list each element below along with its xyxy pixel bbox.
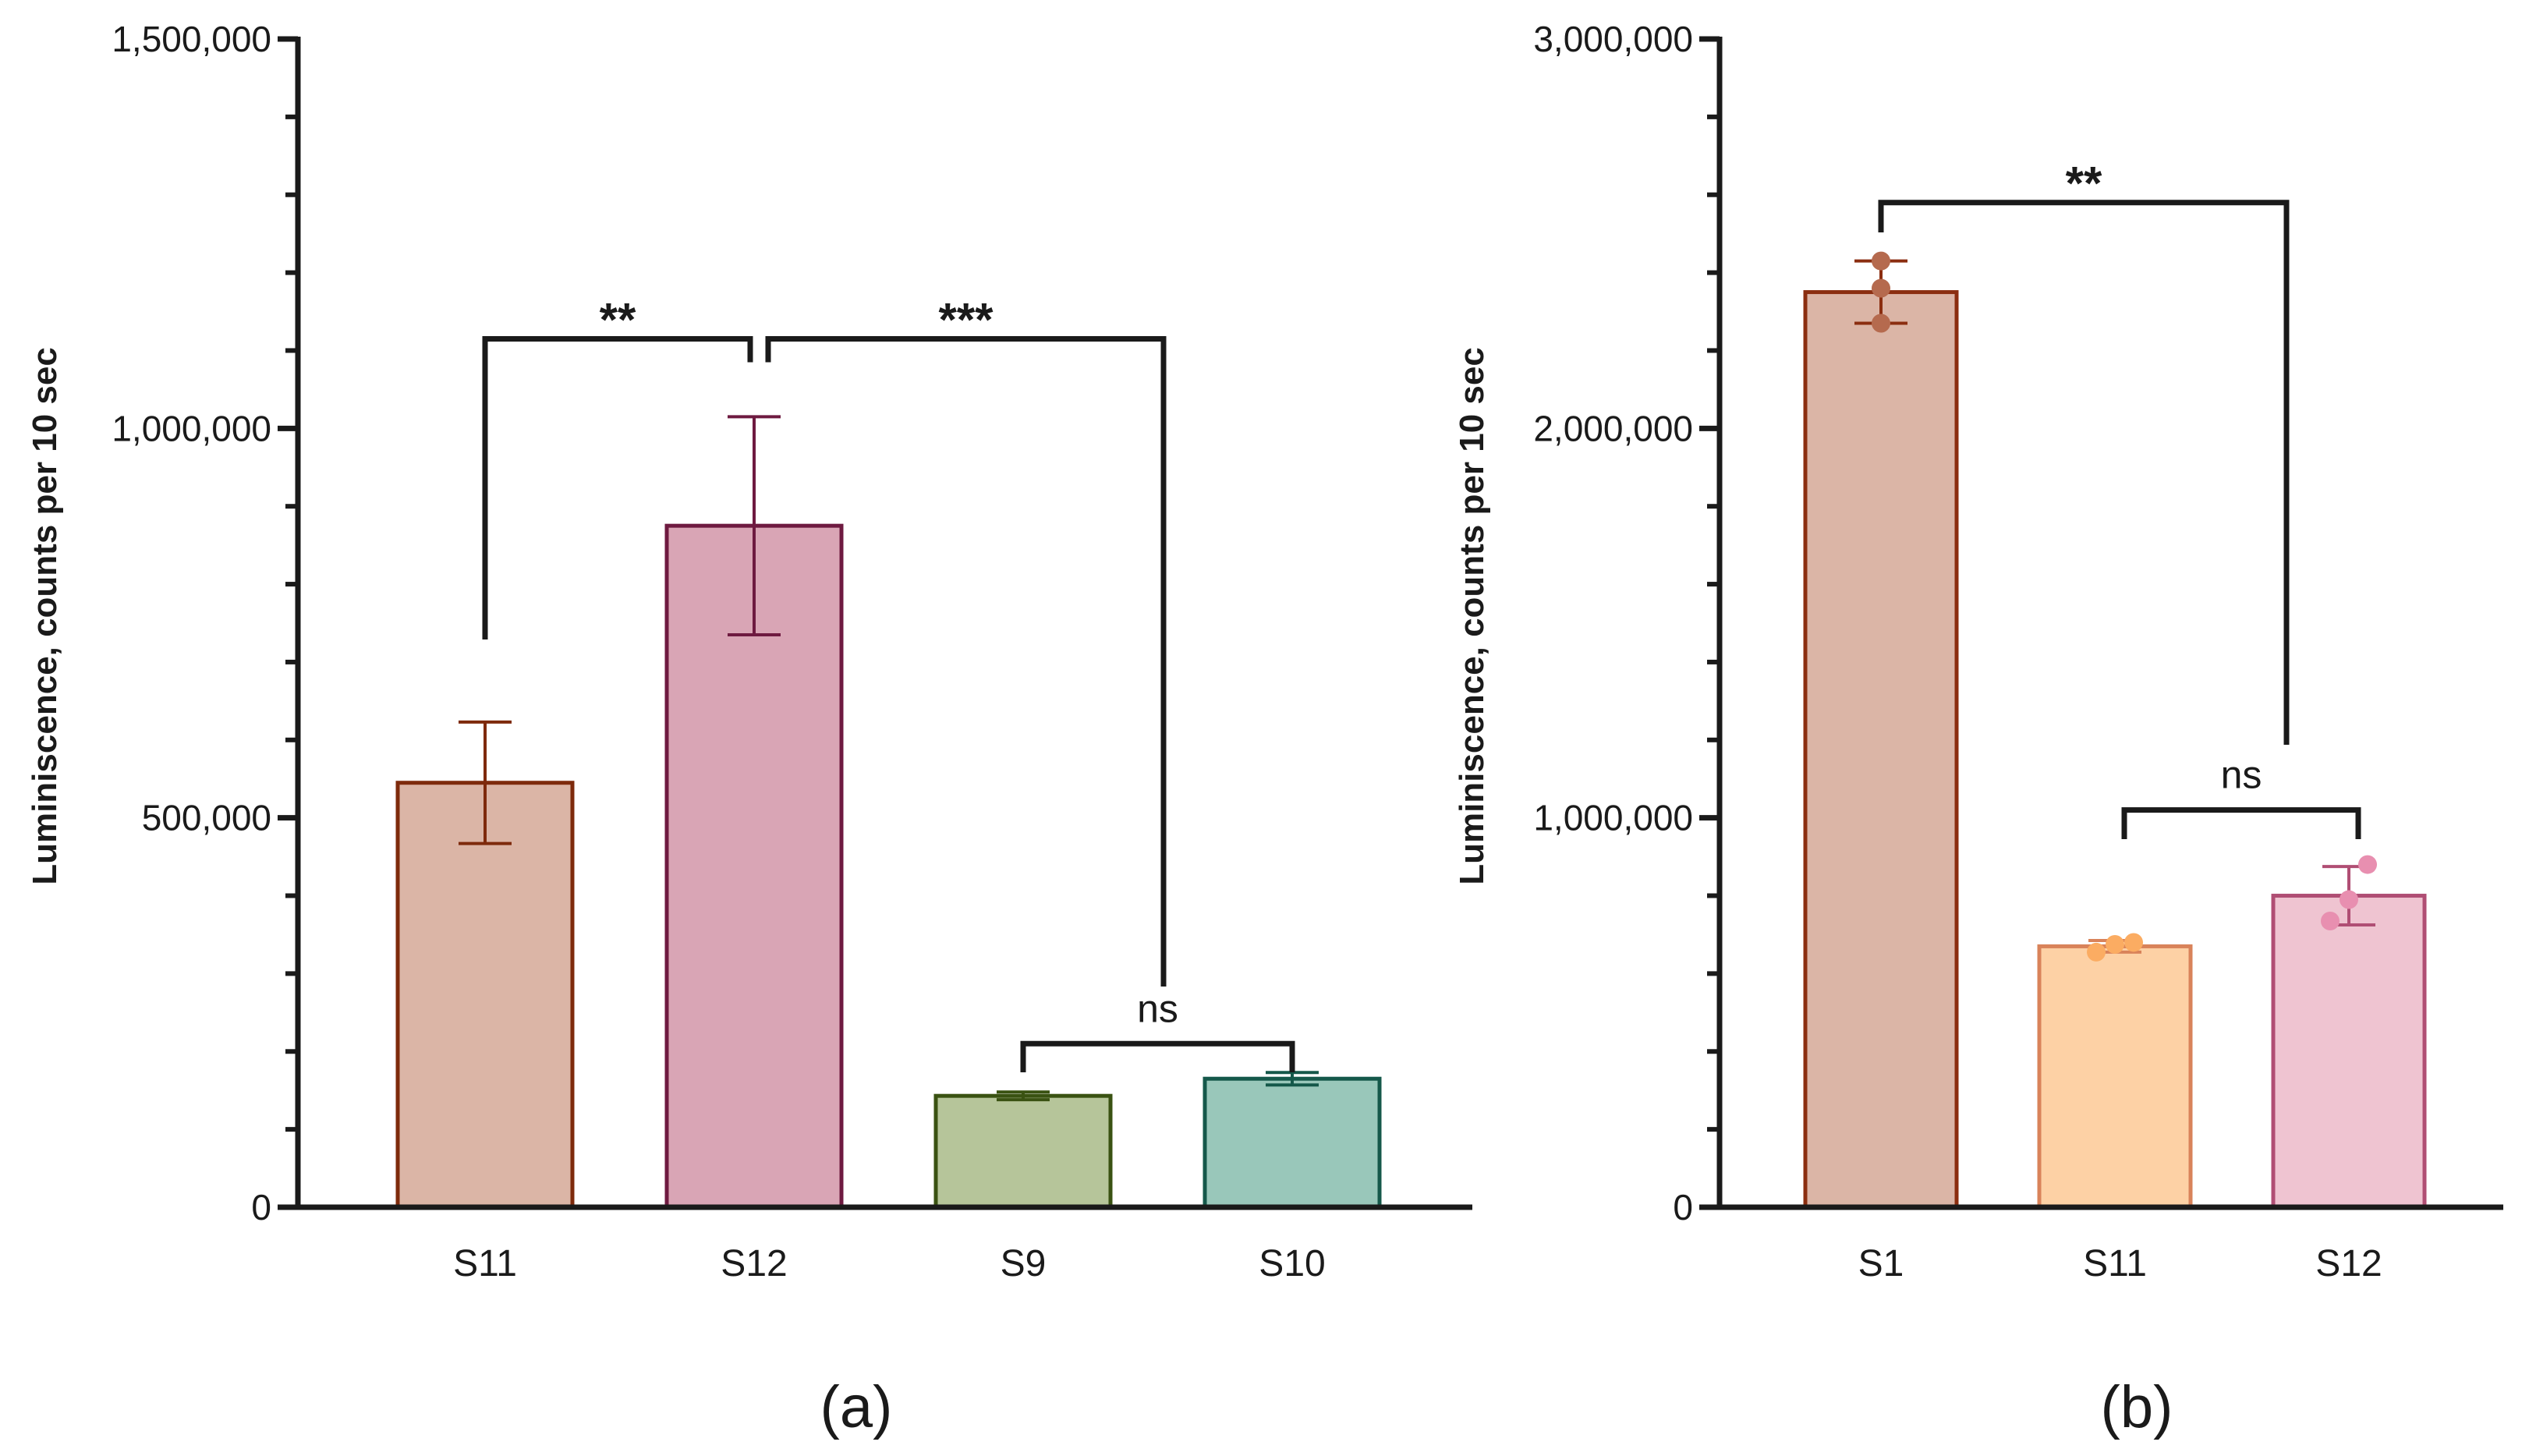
significance-bracket: [2121, 807, 2361, 839]
x-tick-label: S11: [2083, 1243, 2147, 1284]
y-tick-label: 1,000,000: [1533, 798, 1693, 838]
panel-caption-a: (a): [820, 1374, 893, 1440]
x-tick-label: S1: [1858, 1243, 1904, 1284]
y-axis-label: Luminiscence, counts per 10 sec: [1453, 347, 1491, 885]
significance-bracket: [1878, 200, 2290, 745]
significance-label: **: [2066, 158, 2102, 210]
significance-bracket: [1020, 1040, 1295, 1072]
x-tick-label: S12: [721, 1243, 787, 1284]
y-tick-label: 500,000: [142, 798, 271, 838]
data-point: [1872, 278, 1890, 298]
data-point: [2340, 890, 2358, 909]
bar: [2271, 894, 2427, 1210]
y-tick-label: 1,500,000: [112, 19, 271, 59]
data-point: [2358, 855, 2377, 874]
bar: [1203, 1076, 1382, 1210]
x-axis-labels: S11 S12 S9 S10: [453, 1243, 1326, 1284]
significance-label: **: [600, 293, 636, 345]
panel-caption-b: (b): [2101, 1374, 2173, 1440]
y-tick-label: 2,000,000: [1533, 408, 1693, 448]
y-axis-label: Luminiscence, counts per 10 sec: [26, 347, 64, 885]
y-tick-label: 0: [1673, 1187, 1693, 1228]
x-tick-label: S12: [2315, 1243, 2382, 1284]
y-tick-label: 1,000,000: [112, 408, 271, 448]
bar: [395, 781, 575, 1210]
x-tick-label: S9: [1001, 1243, 1047, 1284]
significance-bracket: [482, 335, 753, 639]
significance-bracket: [765, 335, 1167, 987]
data-point: [1872, 251, 1890, 271]
significance-annotations: ** ns: [1878, 158, 2361, 839]
data-point: [1872, 314, 1890, 333]
data-point: [2321, 911, 2340, 930]
significance-label: ***: [938, 293, 994, 345]
significance-label: ns: [2221, 753, 2262, 797]
x-tick-label: S11: [453, 1243, 517, 1284]
bar: [1803, 290, 1959, 1210]
y-axis-ticks: 0 500,000 1,000,000 1,500,000: [112, 19, 298, 1228]
bar: [933, 1093, 1113, 1210]
data-point: [2106, 934, 2124, 954]
data-point: [2087, 942, 2106, 962]
significance-annotations: ** ***ns: [482, 293, 1295, 1072]
data-point: [2124, 933, 2143, 952]
y-tick-label: 3,000,000: [1533, 19, 1693, 59]
bar-series: [1803, 251, 2427, 1210]
y-axis-ticks: 0 1,000,000 2,000,000 3,000,000: [1533, 19, 1720, 1228]
bar: [2037, 944, 2193, 1210]
bar-series: [395, 415, 1382, 1210]
y-tick-label: 0: [251, 1187, 271, 1228]
significance-label: ns: [1137, 987, 1178, 1030]
x-tick-label: S10: [1259, 1243, 1325, 1284]
x-axis-labels: S1 S11 S12: [1858, 1243, 2382, 1284]
